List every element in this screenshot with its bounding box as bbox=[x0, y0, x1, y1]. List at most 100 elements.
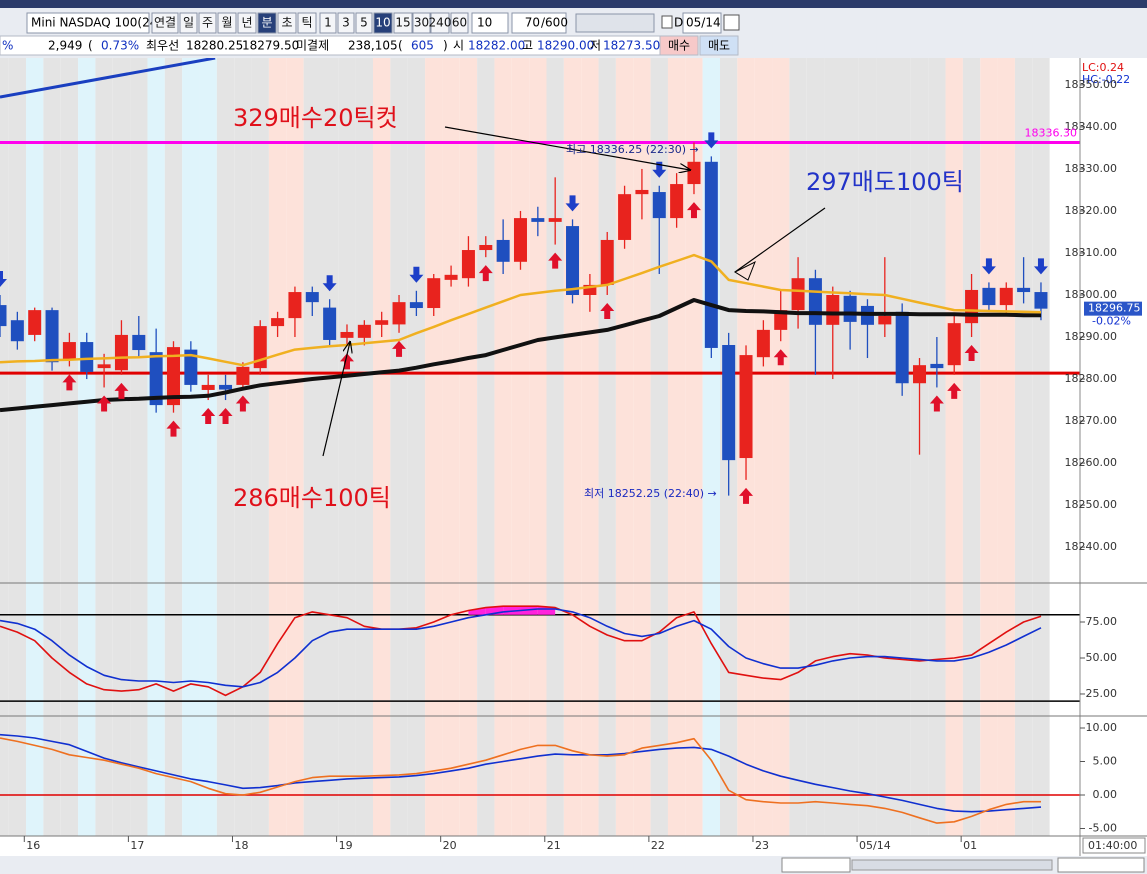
oi-change: 605 bbox=[411, 39, 434, 53]
count-box[interactable] bbox=[511, 12, 567, 34]
candle-body bbox=[965, 289, 979, 324]
period-button[interactable] bbox=[430, 12, 450, 34]
period-button[interactable] bbox=[237, 12, 257, 34]
candle-body bbox=[982, 287, 996, 306]
buy-signal bbox=[929, 395, 944, 412]
session-band bbox=[26, 58, 44, 836]
candle-body bbox=[461, 250, 475, 279]
buy-signal bbox=[62, 374, 77, 391]
calendar-icon[interactable] bbox=[723, 14, 740, 31]
candle-body bbox=[444, 274, 458, 280]
session-band bbox=[60, 58, 79, 836]
scroll-buttons[interactable] bbox=[781, 857, 851, 873]
candle-body bbox=[0, 305, 7, 327]
tool-icons[interactable] bbox=[575, 13, 655, 33]
checkbox[interactable] bbox=[661, 15, 673, 29]
session-band bbox=[876, 58, 894, 836]
candle-body bbox=[149, 352, 163, 406]
buy-signal bbox=[947, 382, 962, 399]
session-band bbox=[667, 58, 686, 836]
period-button[interactable] bbox=[198, 12, 217, 34]
period-button[interactable] bbox=[412, 12, 431, 34]
symbol: Mini NASDAQ 100(24.0 bbox=[31, 16, 169, 30]
candle-body bbox=[479, 244, 493, 251]
sell-signal bbox=[0, 270, 7, 287]
session-band bbox=[459, 58, 478, 836]
session-band bbox=[772, 58, 790, 836]
y-tick-label: 18240.00 bbox=[1065, 540, 1118, 553]
session-band bbox=[390, 58, 408, 836]
candle-body bbox=[45, 310, 59, 363]
candle-body bbox=[392, 302, 406, 325]
last-change: -0.02% bbox=[1092, 315, 1131, 328]
sell-signal bbox=[652, 161, 667, 178]
period-label: 15 bbox=[395, 16, 410, 30]
candle-body bbox=[427, 278, 441, 309]
period-button[interactable] bbox=[179, 12, 198, 34]
zoom-buttons[interactable] bbox=[1057, 857, 1145, 873]
session-band bbox=[824, 58, 842, 836]
period-button[interactable] bbox=[373, 12, 393, 34]
cursor-time-box bbox=[1082, 837, 1146, 854]
interval: 10 bbox=[477, 16, 492, 30]
session-band bbox=[685, 58, 703, 836]
session-band bbox=[355, 58, 374, 836]
period-button[interactable] bbox=[257, 12, 277, 34]
y-tick-label: 75.00 bbox=[1086, 615, 1118, 628]
date: 05/14 bbox=[686, 16, 721, 30]
annotation: 286매수100틱 bbox=[233, 484, 391, 512]
title-bar bbox=[0, 0, 1147, 8]
buy-button[interactable] bbox=[659, 35, 699, 56]
period-button[interactable] bbox=[337, 12, 355, 34]
x-tick-label: 22 bbox=[651, 839, 665, 852]
period-label: 10 bbox=[375, 16, 390, 30]
candle-body bbox=[999, 287, 1013, 306]
interval-box[interactable] bbox=[471, 12, 509, 34]
candle-body bbox=[323, 307, 337, 340]
period-label: 240 bbox=[429, 16, 452, 30]
buy-signal bbox=[739, 487, 754, 504]
y-tick-label: -5.00 bbox=[1089, 822, 1117, 835]
period-label: 일 bbox=[183, 16, 194, 30]
date-box[interactable] bbox=[682, 12, 722, 34]
session-band bbox=[112, 58, 131, 836]
period-label: 60 bbox=[452, 16, 467, 30]
session-band bbox=[893, 58, 911, 836]
session-band bbox=[286, 58, 304, 836]
d-label: D bbox=[674, 16, 683, 30]
period-button[interactable] bbox=[217, 12, 237, 34]
period-button[interactable] bbox=[450, 12, 469, 34]
scrollbar[interactable] bbox=[851, 859, 1053, 871]
session-band bbox=[442, 58, 460, 836]
period-button[interactable] bbox=[151, 12, 179, 34]
candle-body bbox=[253, 326, 267, 369]
y-tick-label: 18340.00 bbox=[1065, 120, 1118, 133]
period-button[interactable] bbox=[277, 12, 297, 34]
best-label: 최우선 bbox=[146, 39, 179, 53]
period-button[interactable] bbox=[355, 12, 373, 34]
oi: 238,105 bbox=[348, 39, 398, 53]
symbol-box[interactable] bbox=[26, 12, 150, 34]
period-button[interactable] bbox=[297, 12, 317, 34]
session-band bbox=[1032, 58, 1050, 836]
quote-row: % 2,949 ( 0.73% 최우선 18280.25 18279.50 미결… bbox=[0, 35, 739, 56]
x-tick-label: 17 bbox=[130, 839, 144, 852]
candle-body bbox=[895, 311, 909, 384]
candle-body bbox=[687, 161, 701, 185]
sell-label: 매도 bbox=[708, 39, 730, 53]
candle-body bbox=[548, 218, 562, 222]
axes: LC:0.24 HC:-0.22 18296.75-0.02% 18350.00 1… bbox=[1065, 61, 1142, 835]
sell-button[interactable] bbox=[699, 35, 739, 56]
ask: 18280.25 bbox=[186, 39, 243, 53]
buy-signal bbox=[201, 408, 216, 425]
period-button[interactable] bbox=[319, 12, 337, 34]
candle-body bbox=[340, 331, 354, 338]
candle-body bbox=[97, 364, 111, 369]
paren: ( bbox=[398, 39, 403, 53]
candle-body bbox=[600, 239, 614, 285]
period-button[interactable] bbox=[393, 12, 413, 34]
y-tick-label: 18330.00 bbox=[1065, 162, 1118, 175]
lc-label: LC:0.24 bbox=[1082, 61, 1124, 74]
sell-signal bbox=[704, 132, 719, 149]
